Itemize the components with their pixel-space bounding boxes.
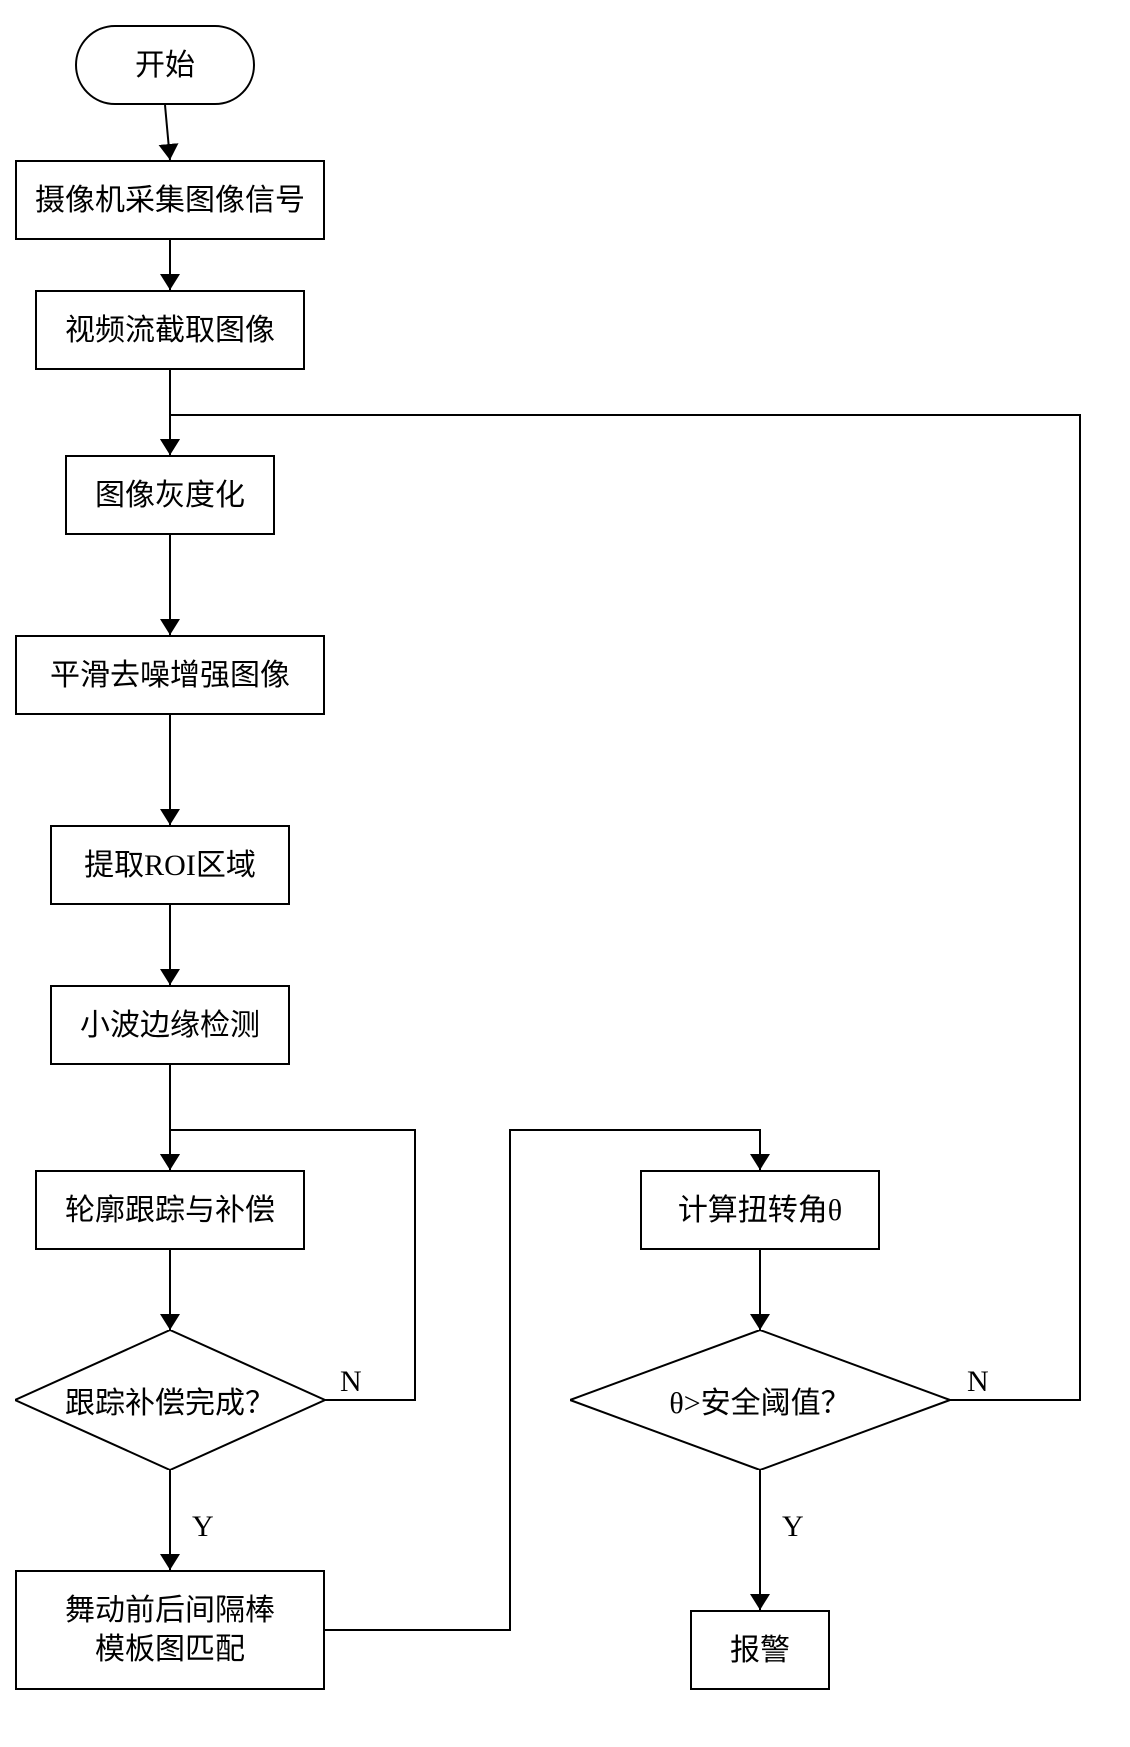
d1_yes-edge-label: Y xyxy=(190,1510,216,1544)
d2-label: θ>安全阈值？ xyxy=(570,1330,950,1470)
denoise-node: 平滑去噪增强图像 xyxy=(15,635,325,715)
start-node: 开始 xyxy=(75,25,255,105)
track-node: 轮廓跟踪与补偿 xyxy=(35,1170,305,1250)
d1-decision: 跟踪补偿完成？ xyxy=(15,1330,325,1470)
wavelet-node: 小波边缘检测 xyxy=(50,985,290,1065)
extract-node: 视频流截取图像 xyxy=(35,290,305,370)
d2_yes-edge-label: Y xyxy=(780,1510,806,1544)
alarm-node: 报警 xyxy=(690,1610,830,1690)
gray-node: 图像灰度化 xyxy=(65,455,275,535)
d1_no-edge-label: N xyxy=(338,1365,364,1399)
roi-node: 提取ROI区域 xyxy=(50,825,290,905)
d1-label: 跟踪补偿完成？ xyxy=(15,1330,325,1470)
match-node: 舞动前后间隔棒 模板图匹配 xyxy=(15,1570,325,1690)
capture-node: 摄像机采集图像信号 xyxy=(15,160,325,240)
d2-decision: θ>安全阈值？ xyxy=(570,1330,950,1470)
d2_no-edge-label: N xyxy=(965,1365,991,1399)
angle-node: 计算扭转角θ xyxy=(640,1170,880,1250)
